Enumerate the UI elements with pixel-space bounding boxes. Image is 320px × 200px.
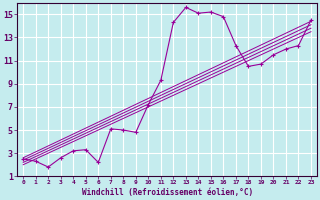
X-axis label: Windchill (Refroidissement éolien,°C): Windchill (Refroidissement éolien,°C): [82, 188, 253, 197]
